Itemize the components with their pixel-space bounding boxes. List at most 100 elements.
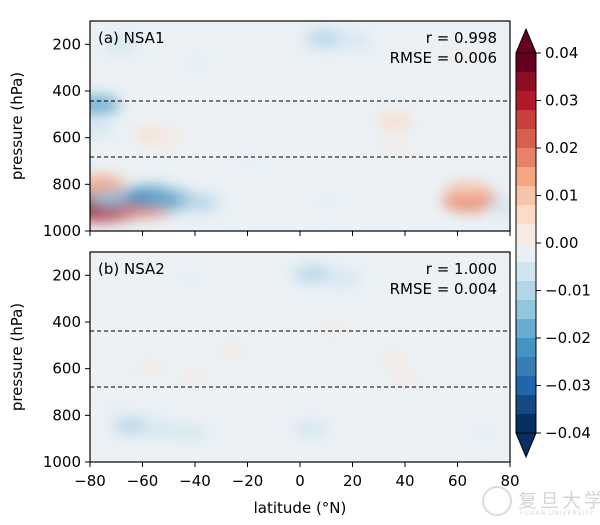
colorbar-extend-max (515, 27, 537, 54)
colorbar-segment (516, 300, 536, 320)
anomaly-blob (231, 154, 264, 168)
panel-b-field (99, 266, 500, 441)
panel-a-rmse: RMSE = 0.006 (390, 49, 497, 67)
colorbar-segment (516, 91, 536, 111)
panel-b-y-ticks: 200 400 600 800 1000 (43, 266, 90, 471)
colorbar-tick-label: 0.00 (545, 234, 578, 252)
anomaly-blob (140, 422, 177, 437)
anomaly-blob (178, 371, 212, 385)
anomaly-blob (173, 271, 206, 285)
anomaly-blob (180, 195, 220, 211)
colorbar-segment (516, 319, 536, 339)
anomaly-blob (178, 53, 212, 68)
anomaly-blob (151, 131, 186, 146)
colorbar-segment (516, 72, 536, 92)
anomaly-blob (310, 196, 343, 210)
anomaly-blob (172, 425, 208, 440)
x-tick-label: −20 (232, 472, 264, 490)
panel-b-x-ticks: −80 −60 −40 −20 0 20 40 60 80 (74, 231, 520, 490)
colorbar-segment (516, 224, 536, 244)
x-tick-label: 80 (500, 472, 519, 490)
x-tick-label: −60 (127, 472, 159, 490)
panel-b: (b) NSA2 r = 1.000 RMSE = 0.004 20040060… (8, 231, 520, 517)
panel-b-rmse: RMSE = 0.004 (390, 280, 497, 298)
colorbar-segment (516, 262, 536, 282)
anomaly-blob (441, 49, 474, 63)
anomaly-blob (90, 121, 114, 136)
colorbar-tick-label: 0.02 (545, 139, 578, 157)
watermark: 复旦大学 FUDAN UNIVERSITY (482, 486, 600, 522)
x-tick-label: 0 (295, 472, 305, 490)
panel-a-r: r = 0.998 (426, 29, 497, 47)
colorbar-tick-label: 0.01 (545, 187, 578, 205)
y-tick-label: 800 (52, 175, 81, 193)
anomaly-blob (316, 322, 347, 336)
colorbar-segment (516, 53, 536, 73)
watermark-name: 复旦大学 (518, 490, 600, 512)
colorbar-extend-min (515, 432, 537, 459)
colorbar-segment (516, 414, 536, 434)
anomaly-blob (293, 266, 333, 282)
colorbar-segment (516, 243, 536, 263)
anomaly-blob (375, 352, 409, 367)
colorbar-tick-label: −0.02 (545, 329, 591, 347)
y-tick-label: 200 (52, 266, 81, 284)
x-tick-label: 40 (395, 472, 414, 490)
colorbar-segment (516, 376, 536, 396)
colorbar-segment (516, 167, 536, 187)
colorbar-tick-label: 0.03 (545, 92, 578, 110)
anomaly-blob (90, 95, 121, 115)
y-tick-label: 400 (52, 82, 81, 100)
colorbar-segment (516, 129, 536, 149)
y-tick-label: 1000 (43, 453, 81, 471)
y-tick-label: 600 (52, 129, 81, 147)
panel-b-anomaly-blobs (99, 266, 500, 441)
watermark-seal (482, 486, 512, 516)
anomaly-blob (216, 343, 248, 357)
colorbar-tick-label: 0.04 (545, 44, 578, 62)
panel-b-label: (b) NSA2 (98, 260, 165, 278)
colorbar-segment (516, 395, 536, 415)
x-tick-label: 20 (343, 472, 362, 490)
colorbar-segment (516, 357, 536, 377)
colorbar-tick-label: −0.01 (545, 282, 591, 300)
anomaly-blob (467, 427, 500, 441)
anomaly-blob (323, 271, 361, 287)
panel-b-r: r = 1.000 (426, 260, 497, 278)
colorbar-segment (516, 148, 536, 168)
x-tick-label: 60 (448, 472, 467, 490)
anomaly-blob (388, 371, 422, 385)
panel-a-anomaly-blobs (90, 30, 510, 221)
colorbar-tick-label: −0.03 (545, 377, 591, 395)
anomaly-blob (130, 360, 165, 375)
anomaly-blob (376, 114, 413, 129)
y-tick-label: 400 (52, 313, 81, 331)
y-tick-label: 1000 (43, 222, 81, 240)
y-tick-label: 800 (52, 406, 81, 424)
panel-a-y-axis-label: pressure (hPa) (8, 72, 26, 180)
panel-a-label: (a) NSA1 (98, 29, 165, 47)
watermark-subtitle: FUDAN UNIVERSITY (520, 510, 595, 517)
colorbar: 0.04 0.03 0.02 0.01 0.00 −0.01 −0.02 −0.03 −0.04 (515, 27, 591, 459)
panel-a: (a) NSA1 r = 0.998 RMSE = 0.006 200 400 60… (8, 20, 511, 240)
colorbar-segment (516, 281, 536, 301)
x-tick-label: −80 (74, 472, 106, 490)
colorbar-segment (516, 205, 536, 225)
x-axis-label: latitude (°N) (254, 499, 347, 517)
colorbar-segment (516, 110, 536, 130)
anomaly-blob (445, 181, 491, 199)
panel-a-field (90, 30, 510, 221)
y-tick-label: 600 (52, 360, 81, 378)
panel-b-y-axis-label: pressure (hPa) (8, 303, 26, 411)
x-tick-label: −40 (179, 472, 211, 490)
panel-a-y-ticks: 200 400 600 800 1000 (43, 35, 90, 240)
anomaly-blob (377, 140, 412, 154)
colorbar-segment (516, 338, 536, 358)
anomaly-blob (486, 199, 510, 214)
anomaly-blob (90, 175, 125, 194)
colorbar-tick-label: −0.04 (545, 424, 591, 442)
anomaly-blob (293, 422, 328, 437)
colorbar-segment (516, 186, 536, 206)
anomaly-blob (104, 37, 139, 52)
